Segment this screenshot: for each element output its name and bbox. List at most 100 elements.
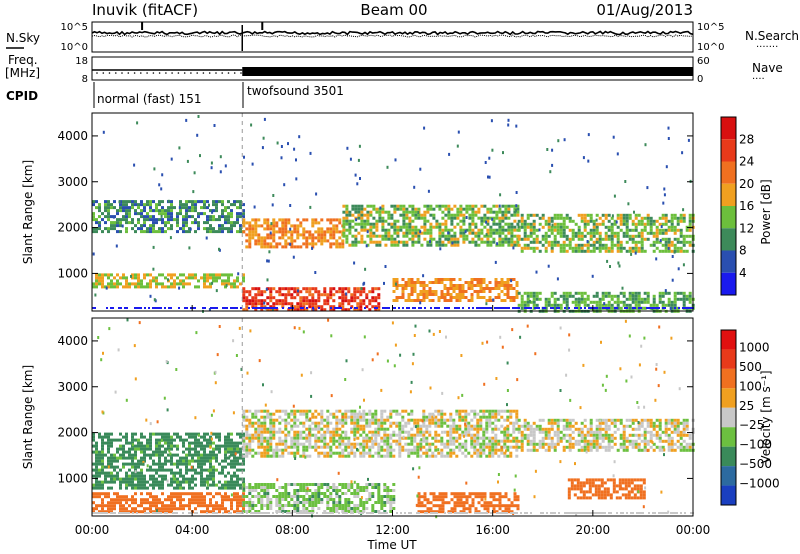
velocity-cell [209, 510, 212, 514]
power-cell [405, 225, 409, 229]
velocity-cell [380, 409, 384, 413]
velocity-cell [257, 439, 261, 443]
power-cell [326, 302, 330, 306]
power-cell [658, 222, 662, 226]
nave-dot [127, 72, 130, 74]
velocity-cell [260, 424, 264, 428]
velocity-cell [221, 444, 224, 448]
power-cell [414, 225, 418, 229]
velocity-cell [278, 421, 282, 425]
power-cell [209, 285, 212, 289]
power-cell [504, 240, 508, 244]
power-cell [365, 305, 369, 309]
power-cell [489, 234, 493, 238]
power-cell [224, 209, 227, 213]
power-cell [299, 290, 303, 294]
power-cell [377, 287, 381, 291]
power-cell [604, 213, 608, 217]
velocity-cell [182, 474, 185, 478]
velocity-cell [188, 450, 191, 454]
velocity-cell [257, 486, 261, 489]
velocity-cell [164, 462, 167, 466]
velocity-cell [245, 430, 249, 434]
power-cell [586, 231, 590, 235]
power-cell [342, 228, 346, 232]
power-cell [296, 236, 300, 240]
velocity-cell [470, 418, 474, 422]
power-cell [98, 224, 101, 228]
velocity-cell [92, 444, 95, 448]
velocity-cell [242, 448, 246, 452]
power-cell [323, 230, 327, 234]
power-cell [215, 276, 218, 280]
velocity-cell [350, 418, 354, 422]
velocity-cell [146, 468, 149, 472]
power-cell [673, 228, 677, 232]
velocity-cell [293, 451, 297, 455]
power-cell [514, 307, 516, 309]
velocity-cell [173, 474, 176, 478]
power-cell [92, 200, 95, 204]
power-cell [317, 293, 321, 297]
power-cell [122, 200, 125, 204]
velocity-cell [284, 421, 288, 425]
power-cell [239, 224, 242, 228]
power-cell [526, 222, 530, 226]
power-cell [423, 237, 427, 241]
power-cell [607, 291, 611, 295]
power-cell [610, 243, 614, 247]
velocity-cell [224, 447, 227, 451]
power-cell [387, 237, 391, 241]
power-cell [209, 230, 212, 234]
velocity-cell [98, 495, 101, 499]
power-cell [688, 234, 692, 238]
velocity-cell [281, 448, 285, 452]
velocity-cell [266, 498, 270, 501]
power-cell [323, 239, 327, 243]
power-cell [547, 222, 551, 226]
velocity-cell [374, 412, 378, 416]
velocity-cell [269, 507, 273, 510]
power-cell [167, 227, 170, 231]
power-cell [598, 231, 602, 235]
power-cell [441, 234, 445, 238]
power-cell [110, 206, 113, 210]
power-cell [363, 228, 367, 232]
velocity-cell [251, 424, 255, 428]
velocity-cell [269, 421, 273, 425]
velocity-cell [362, 486, 366, 489]
power-cell [262, 307, 264, 309]
velocity-cell [305, 498, 309, 501]
velocity-cell [131, 435, 134, 439]
power-cell [580, 234, 584, 238]
power-cell [290, 245, 294, 249]
velocity-cell [227, 480, 230, 484]
power-cell [453, 234, 457, 238]
power-cell [477, 237, 481, 241]
power-cell [407, 293, 411, 296]
power-cell [107, 227, 110, 231]
velocity-cell [239, 441, 242, 445]
velocity-cell [215, 483, 218, 487]
power-cell [489, 240, 493, 244]
power-cell [520, 303, 524, 307]
power-cell [583, 213, 587, 217]
velocity-cell [422, 451, 426, 455]
power-cell [523, 291, 527, 295]
velocity-cell [431, 412, 435, 416]
power-cell [529, 294, 533, 298]
power-cell [191, 206, 194, 210]
power-cell [248, 302, 252, 306]
power-cell [627, 202, 630, 206]
power-cell [395, 287, 399, 290]
velocity-cell [224, 453, 227, 457]
power-cell [628, 228, 632, 232]
velocity-cell [422, 415, 426, 419]
velocity-cell [161, 474, 164, 478]
power-cell [491, 148, 494, 152]
velocity-cell [413, 433, 417, 437]
power-cell [329, 230, 333, 234]
power-cell [197, 212, 200, 216]
velocity-cell [110, 459, 113, 463]
power-cell [173, 218, 176, 222]
